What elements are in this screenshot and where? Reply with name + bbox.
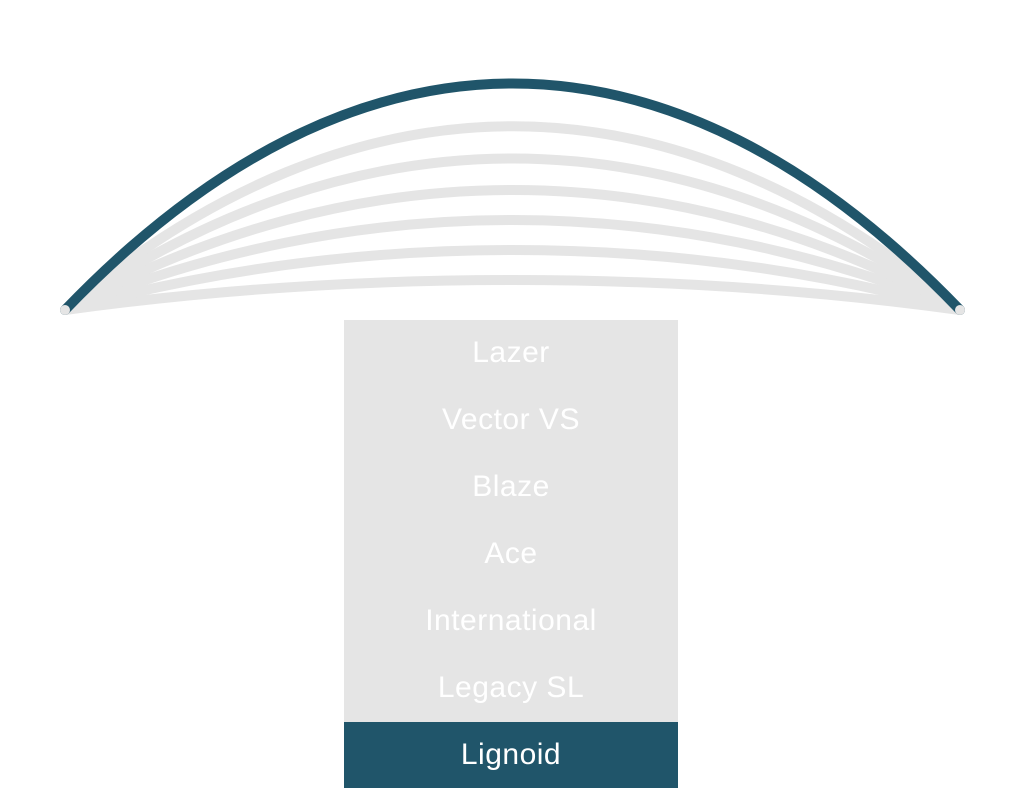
arc-international xyxy=(65,159,960,311)
diagram-stage: Lazer Vector VS Blaze Ace International … xyxy=(0,0,1024,788)
list-item-international: International xyxy=(344,588,678,655)
arc-endpoint-left xyxy=(60,305,70,315)
model-list-panel: Lazer Vector VS Blaze Ace International … xyxy=(344,320,678,788)
list-item-vector-vs: Vector VS xyxy=(344,387,678,454)
arc-lazer xyxy=(65,280,960,310)
list-item-blaze: Blaze xyxy=(344,454,678,521)
list-item-ace: Ace xyxy=(344,521,678,588)
list-item-legacy-sl: Legacy SL xyxy=(344,655,678,722)
arc-svg xyxy=(55,60,970,320)
list-item-lazer: Lazer xyxy=(344,320,678,387)
arc-endpoint-right xyxy=(955,305,965,315)
list-item-lignoid: Lignoid xyxy=(344,722,678,788)
